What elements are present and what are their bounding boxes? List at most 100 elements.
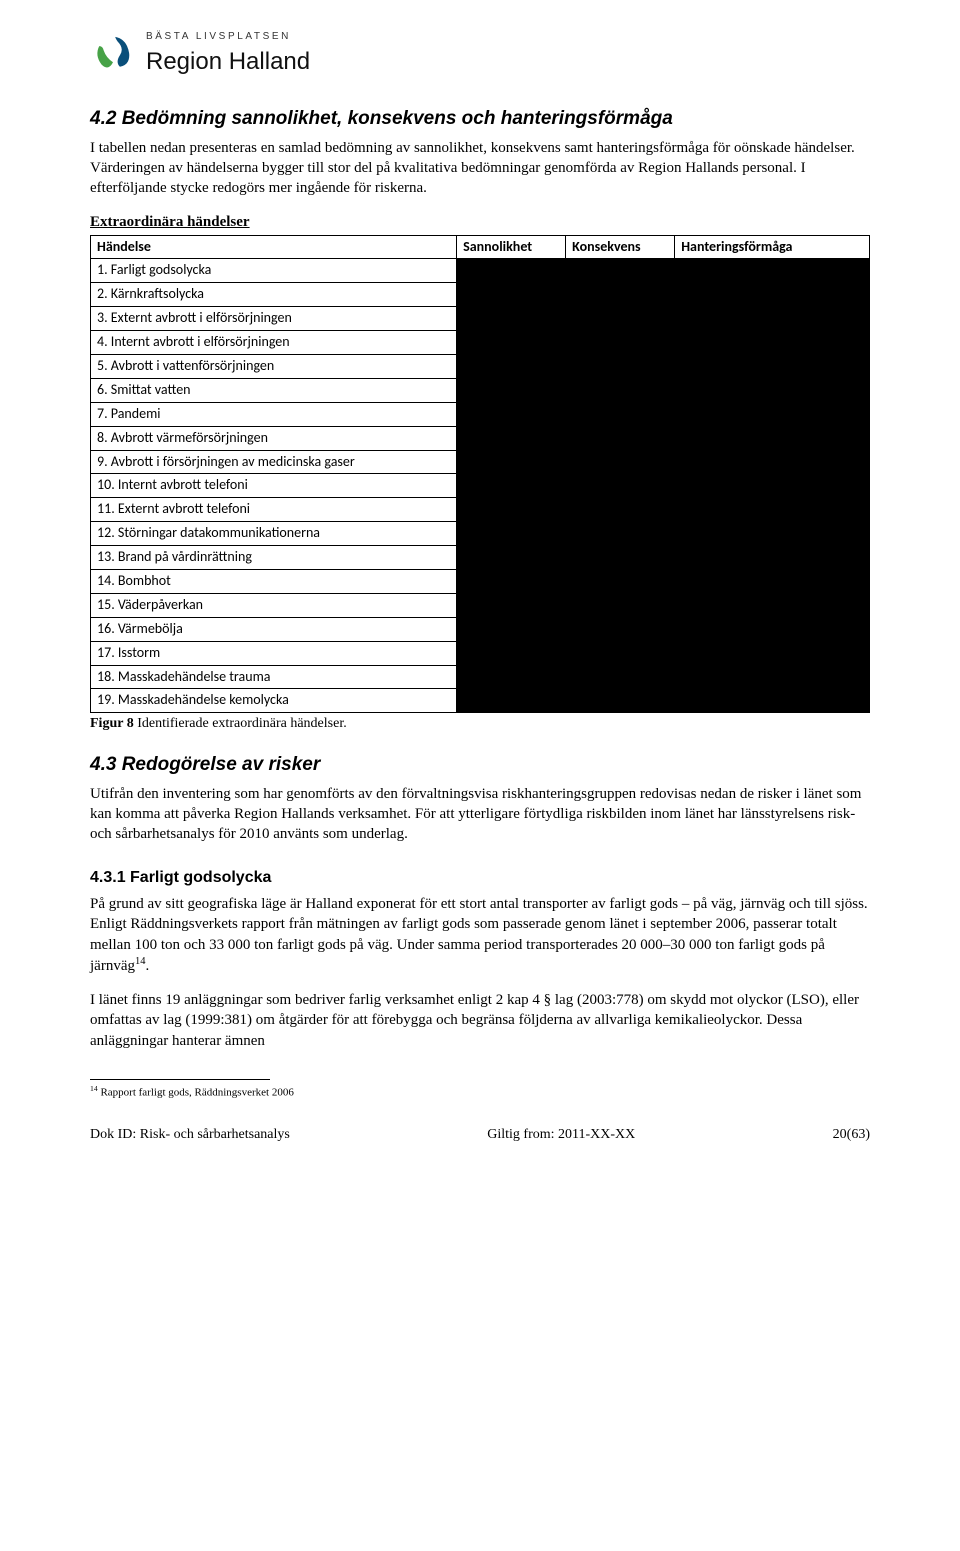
event-label: 3. Externt avbrott i elförsörjningen bbox=[91, 307, 457, 331]
table-row: 3. Externt avbrott i elförsörjningen bbox=[91, 307, 870, 331]
footer-valid-from: Giltig from: 2011-XX-XX bbox=[487, 1126, 635, 1145]
redacted-cell bbox=[566, 450, 675, 474]
redacted-cell bbox=[566, 641, 675, 665]
event-label: 19. Masskadehändelse kemolycka bbox=[91, 689, 457, 713]
redacted-cell bbox=[457, 570, 566, 594]
event-label: 13. Brand på vårdinrättning bbox=[91, 546, 457, 570]
redacted-cell bbox=[457, 546, 566, 570]
redacted-cell bbox=[566, 665, 675, 689]
footnote-14: 14 Rapport farligt gods, Räddningsverket… bbox=[90, 1084, 870, 1101]
redacted-cell bbox=[457, 474, 566, 498]
redacted-cell bbox=[457, 665, 566, 689]
page-footer: Dok ID: Risk- och sårbarhetsanalys Gilti… bbox=[90, 1126, 870, 1145]
redacted-cell bbox=[675, 665, 870, 689]
redacted-cell bbox=[566, 689, 675, 713]
table-header: Hanteringsförmåga bbox=[675, 235, 870, 259]
redacted-cell bbox=[675, 546, 870, 570]
table-row: 1. Farligt godsolycka bbox=[91, 259, 870, 283]
heading-4-3-1: 4.3.1 Farligt godsolycka bbox=[90, 867, 870, 889]
event-label: 14. Bombhot bbox=[91, 570, 457, 594]
redacted-cell bbox=[457, 617, 566, 641]
table-row: 8. Avbrott värmeförsörjningen bbox=[91, 426, 870, 450]
footnote-marker: 14 bbox=[90, 1084, 98, 1093]
footer-doc-id: Dok ID: Risk- och sårbarhetsanalys bbox=[90, 1126, 290, 1145]
table-row: 16. Värmebölja bbox=[91, 617, 870, 641]
logo-tagline: BÄSTA LIVSPLATSEN bbox=[146, 30, 310, 44]
table-row: 5. Avbrott i vattenförsörjningen bbox=[91, 354, 870, 378]
redacted-cell bbox=[457, 378, 566, 402]
event-label: 12. Störningar datakommunikationerna bbox=[91, 522, 457, 546]
caption-text: Identifierade extraordinära händelser. bbox=[134, 716, 347, 731]
redacted-cell bbox=[566, 593, 675, 617]
footnote-ref-14: 14 bbox=[135, 956, 146, 967]
event-label: 10. Internt avbrott telefoni bbox=[91, 474, 457, 498]
event-label: 15. Väderpåverkan bbox=[91, 593, 457, 617]
table-header: Händelse bbox=[91, 235, 457, 259]
logo-mark-icon bbox=[90, 30, 136, 76]
para-4-3-1-b: I länet finns 19 anläggningar som bedriv… bbox=[90, 990, 870, 1051]
heading-4-2: 4.2 Bedömning sannolikhet, konsekvens oc… bbox=[90, 106, 870, 132]
redacted-cell bbox=[457, 331, 566, 355]
redacted-cell bbox=[675, 570, 870, 594]
redacted-cell bbox=[566, 426, 675, 450]
table-row: 9. Avbrott i försörjningen av medicinska… bbox=[91, 450, 870, 474]
redacted-cell bbox=[675, 641, 870, 665]
event-label: 7. Pandemi bbox=[91, 402, 457, 426]
table-row: 14. Bombhot bbox=[91, 570, 870, 594]
redacted-cell bbox=[675, 689, 870, 713]
redacted-cell bbox=[675, 331, 870, 355]
event-label: 5. Avbrott i vattenförsörjningen bbox=[91, 354, 457, 378]
redacted-cell bbox=[566, 378, 675, 402]
table-row: 13. Brand på vårdinrättning bbox=[91, 546, 870, 570]
redacted-cell bbox=[566, 570, 675, 594]
redacted-cell bbox=[675, 307, 870, 331]
redacted-cell bbox=[675, 378, 870, 402]
event-label: 1. Farligt godsolycka bbox=[91, 259, 457, 283]
redacted-cell bbox=[675, 617, 870, 641]
table-row: 10. Internt avbrott telefoni bbox=[91, 474, 870, 498]
redacted-cell bbox=[675, 259, 870, 283]
redacted-cell bbox=[566, 307, 675, 331]
footer-page-number: 20(63) bbox=[833, 1126, 870, 1145]
redacted-cell bbox=[675, 474, 870, 498]
para-4-3-1-a-tail: . bbox=[145, 958, 149, 974]
para-4-3-1-a: På grund av sitt geografiska läge är Hal… bbox=[90, 894, 870, 976]
event-label: 18. Masskadehändelse trauma bbox=[91, 665, 457, 689]
event-label: 4. Internt avbrott i elförsörjningen bbox=[91, 331, 457, 355]
figure-caption: Figur 8 Identifierade extraordinära händ… bbox=[90, 715, 870, 734]
table-row: 12. Störningar datakommunikationerna bbox=[91, 522, 870, 546]
footnote-text: Rapport farligt gods, Räddningsverket 20… bbox=[98, 1087, 294, 1099]
event-label: 6. Smittat vatten bbox=[91, 378, 457, 402]
redacted-cell bbox=[457, 450, 566, 474]
redacted-cell bbox=[457, 689, 566, 713]
redacted-cell bbox=[457, 259, 566, 283]
table-row: 7. Pandemi bbox=[91, 402, 870, 426]
footnote-rule bbox=[90, 1079, 270, 1080]
redacted-cell bbox=[566, 546, 675, 570]
para-4-3-1: Utifrån den inventering som har genomför… bbox=[90, 784, 870, 845]
logo-name: Region Halland bbox=[146, 46, 310, 78]
redacted-cell bbox=[566, 402, 675, 426]
redacted-cell bbox=[457, 522, 566, 546]
event-label: 17. Isstorm bbox=[91, 641, 457, 665]
redacted-cell bbox=[566, 474, 675, 498]
heading-4-3: 4.3 Redogörelse av risker bbox=[90, 752, 870, 778]
redacted-cell bbox=[675, 283, 870, 307]
redacted-cell bbox=[675, 402, 870, 426]
brand-logo: BÄSTA LIVSPLATSEN Region Halland bbox=[90, 30, 870, 78]
table-row: 4. Internt avbrott i elförsörjningen bbox=[91, 331, 870, 355]
redacted-cell bbox=[457, 498, 566, 522]
event-label: 2. Kärnkraftsolycka bbox=[91, 283, 457, 307]
table-row: 18. Masskadehändelse trauma bbox=[91, 665, 870, 689]
redacted-cell bbox=[675, 522, 870, 546]
event-label: 11. Externt avbrott telefoni bbox=[91, 498, 457, 522]
table-header: Sannolikhet bbox=[457, 235, 566, 259]
table-heading: Extraordinära händelser bbox=[90, 212, 870, 232]
redacted-cell bbox=[675, 426, 870, 450]
redacted-cell bbox=[457, 426, 566, 450]
table-row: 2. Kärnkraftsolycka bbox=[91, 283, 870, 307]
para-4-2-1: I tabellen nedan presenteras en samlad b… bbox=[90, 138, 870, 199]
table-row: 17. Isstorm bbox=[91, 641, 870, 665]
event-label: 16. Värmebölja bbox=[91, 617, 457, 641]
redacted-cell bbox=[566, 354, 675, 378]
